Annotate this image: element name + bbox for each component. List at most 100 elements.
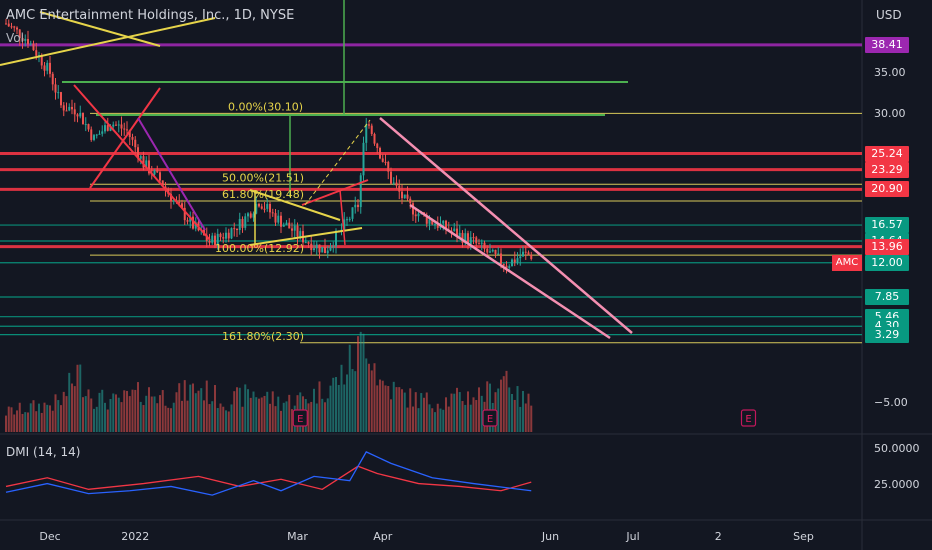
- volume-bar: [29, 403, 32, 432]
- candle-body: [291, 228, 293, 231]
- price-badge-8: 7.85: [865, 288, 909, 305]
- volume-bar: [329, 385, 332, 432]
- earnings-marker-2[interactable]: E: [740, 409, 757, 427]
- volume-bar: [247, 389, 249, 432]
- candle-body: [13, 26, 16, 28]
- candle-body: [269, 203, 271, 213]
- volume-bar: [21, 413, 24, 432]
- volume-bar: [65, 396, 68, 432]
- time-label-5: Jul: [625, 530, 639, 543]
- volume-bar: [46, 404, 49, 432]
- volume-bar: [216, 408, 219, 432]
- time-label-3: Apr: [373, 530, 393, 543]
- candle-body: [252, 213, 255, 218]
- candle-body: [458, 232, 461, 237]
- volume-bar: [445, 397, 447, 432]
- earnings-marker-0[interactable]: E: [292, 409, 308, 427]
- candle-body: [35, 50, 38, 56]
- candle-body: [414, 214, 417, 217]
- volume-bar: [475, 400, 478, 432]
- candle-body: [76, 114, 79, 117]
- volume-bar: [156, 403, 159, 432]
- earnings-box: [482, 409, 498, 427]
- candle-body: [32, 43, 35, 51]
- volume-bar: [181, 400, 183, 432]
- candle-body: [139, 156, 142, 159]
- dmi-indicator-label[interactable]: DMI (14, 14): [6, 445, 81, 459]
- volume-bar: [326, 398, 329, 432]
- volume-bar: [456, 387, 458, 432]
- candle-body: [271, 212, 274, 214]
- candle-body: [409, 198, 412, 204]
- candle-body: [373, 133, 376, 144]
- volume-bar: [489, 383, 491, 432]
- candle-body: [183, 207, 186, 221]
- earnings-box: [292, 409, 308, 427]
- candle-body: [65, 110, 68, 112]
- volume-bar: [123, 390, 126, 432]
- candle-body: [387, 162, 390, 172]
- candle-body: [315, 244, 318, 249]
- volume-bar: [340, 364, 343, 432]
- volume-bar: [266, 391, 269, 432]
- symbol-description: AMC Entertainment Holdings, Inc., 1D, NY…: [6, 8, 295, 23]
- volume-bar: [82, 397, 84, 432]
- candle-body: [425, 215, 428, 224]
- volume-bar: [148, 387, 150, 432]
- volume-bar: [505, 370, 508, 432]
- earnings-marker-1[interactable]: E: [482, 409, 498, 427]
- candle-body: [5, 23, 7, 25]
- volume-bar: [197, 390, 200, 432]
- volume-bar: [106, 409, 109, 432]
- candle-body: [329, 246, 332, 251]
- volume-bar: [365, 358, 368, 432]
- volume-bar: [467, 391, 469, 432]
- candle-body: [516, 258, 519, 263]
- currency-label[interactable]: USD: [876, 8, 902, 22]
- trend-drawings[interactable]: [0, 0, 633, 340]
- candle-body: [530, 254, 533, 259]
- volume-bar: [90, 398, 93, 432]
- volume-bar: [318, 381, 321, 432]
- candle-body: [486, 248, 489, 253]
- candle-body: [299, 231, 302, 237]
- candle-body: [489, 251, 491, 253]
- volume-bar: [73, 386, 76, 432]
- candle-body: [208, 240, 211, 243]
- volume-bar: [401, 389, 403, 432]
- volume-bar: [189, 384, 192, 432]
- candle-body: [282, 224, 285, 227]
- fib-dash: [304, 119, 371, 206]
- candle-body: [90, 129, 93, 140]
- candle-body: [500, 253, 502, 264]
- candle-body: [522, 251, 524, 257]
- candle-body: [258, 203, 260, 207]
- volume-bar: [461, 401, 464, 432]
- candle-body: [7, 23, 10, 27]
- candle-body: [216, 233, 219, 246]
- candle-body: [101, 131, 104, 134]
- candle-body: [219, 233, 222, 238]
- volume-bar: [307, 403, 310, 432]
- volume-bar: [35, 411, 38, 432]
- volume-bar: [527, 393, 530, 432]
- candle-body: [126, 129, 128, 131]
- candle-body: [189, 216, 192, 222]
- volume-bar: [159, 395, 161, 432]
- volume-bar: [104, 402, 106, 432]
- volume-bar: [153, 396, 156, 432]
- candle-body: [214, 235, 216, 246]
- price-badge-1: 25.24: [865, 145, 909, 162]
- volume-bar: [516, 386, 519, 432]
- time-label-4: Jun: [541, 530, 559, 543]
- volume-bar: [348, 344, 351, 432]
- time-label-1: 2022: [121, 530, 149, 543]
- candle-body: [417, 213, 420, 217]
- candle-body: [148, 160, 150, 174]
- dmi-tick-1: 25.0000: [874, 478, 920, 491]
- candle-body: [260, 206, 263, 209]
- candle-body: [502, 263, 505, 266]
- volume-bar: [431, 408, 434, 432]
